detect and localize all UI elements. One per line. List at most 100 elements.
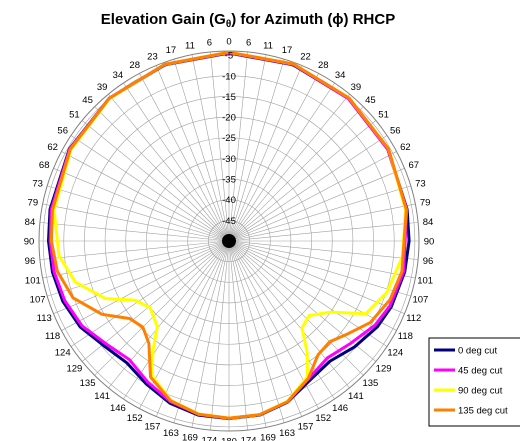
grid-spoke [228, 168, 405, 242]
angle-tick-label: 118 [45, 331, 60, 342]
grid-spoke [61, 151, 230, 242]
grid-ring [187, 199, 271, 283]
grid-ring [166, 178, 292, 304]
angle-tick-label: 56 [390, 125, 401, 136]
angle-tick-label: 84 [423, 217, 434, 228]
radial-tick-label: -10 [222, 71, 236, 82]
grid-ring [125, 137, 333, 345]
legend-label: 45 deg cut [458, 366, 503, 377]
radial-tick-label: -20 [222, 113, 236, 124]
grid-spoke [228, 185, 411, 242]
angle-tick-label: 163 [279, 428, 295, 439]
angle-tick-label: 45 [82, 95, 93, 106]
angle-tick-label: 152 [127, 413, 143, 424]
angle-tick-label: 124 [55, 348, 71, 359]
angle-tick-label: 157 [145, 421, 161, 432]
angle-tick-label: 174 [201, 436, 217, 441]
grid-spoke [123, 82, 230, 242]
angle-tick-label: 73 [32, 178, 43, 189]
angle-tick-label: 56 [57, 125, 68, 136]
angle-tick-label: 17 [282, 45, 293, 56]
angle-tick-label: 84 [25, 217, 36, 228]
chart-title: Elevation Gain (Gθ) for Azimuth (ϕ) RHCP [101, 11, 395, 30]
angle-tick-label: 68 [39, 160, 50, 171]
series-lines [47, 50, 411, 421]
grid-spoke [228, 93, 350, 242]
angle-tick-label: 67 [408, 160, 419, 171]
grid-ring [63, 75, 395, 407]
angle-tick-label: 107 [412, 295, 428, 306]
angle-tick-label: 45 [365, 95, 376, 106]
legend-items: 0 deg cut 45 deg cut 90 deg cut 135 deg cut [434, 346, 508, 417]
angle-tick-label: 90 [24, 237, 35, 248]
angle-tick-label: 39 [97, 82, 108, 93]
grid-spoke [228, 240, 364, 376]
grid-outer-ring [38, 50, 420, 432]
grid-spoke [228, 73, 319, 242]
angle-tick-label: 129 [376, 363, 392, 374]
angle-tick-label: 129 [66, 363, 82, 374]
grid-spoke [139, 73, 230, 242]
angle-tick-label: 141 [94, 391, 110, 402]
grid-spoke [228, 240, 302, 417]
grid-spoke [228, 106, 364, 242]
angle-tick-label: 0 [226, 37, 231, 48]
grid-spoke [228, 222, 419, 242]
angle-tick-label: 11 [185, 40, 195, 51]
grid-spoke [228, 135, 388, 242]
series-line [49, 50, 408, 420]
grid-spoke [173, 59, 230, 242]
angle-tick-label: 6 [207, 37, 212, 48]
grid-spoke [228, 54, 267, 242]
angle-tick-label: 174 [241, 436, 257, 441]
grid-spoke [228, 151, 397, 242]
angle-tick-label: 124 [387, 348, 403, 359]
angle-tick-label: 112 [406, 313, 421, 324]
angle-tick-label: 6 [246, 37, 251, 48]
radial-tick-label: -5 [225, 51, 233, 62]
angle-tick-label: 101 [25, 276, 41, 287]
angle-tick-label: 146 [110, 403, 126, 414]
grid-spoke [61, 240, 230, 331]
angle-tick-label: 11 [263, 40, 273, 51]
grid-spoke [228, 59, 285, 242]
grid-spoke [228, 240, 285, 423]
grid-center-hub [222, 234, 236, 248]
chart-title-subscript: θ [226, 19, 231, 30]
grid-spoke [228, 240, 411, 297]
angle-tick-label: 17 [166, 45, 177, 56]
chart-title-start: Elevation Gain (G [101, 11, 226, 28]
angle-tick-label: 62 [400, 142, 411, 153]
grid-spoke [53, 168, 230, 242]
grid-spoke [81, 240, 230, 362]
legend-label: 90 deg cut [458, 386, 503, 397]
angle-tick-label: 157 [298, 421, 314, 432]
radial-tick-label: -35 [222, 175, 236, 186]
grid-ring [104, 116, 354, 366]
radial-tick-label: -40 [222, 195, 236, 206]
grid-spoke [228, 51, 248, 242]
grid-ring [208, 220, 250, 262]
angle-tick-labels: 0 6 11 172228343945515662677379849096101107… [24, 37, 435, 441]
angle-tick-label: 62 [47, 142, 58, 153]
angle-tick-label: 146 [332, 403, 348, 414]
grid-spoke [228, 240, 350, 389]
angle-tick-label: 180 [221, 437, 237, 441]
angle-tick-label: 118 [398, 331, 413, 342]
grid-spoke [94, 106, 230, 242]
grid-spoke [228, 240, 419, 260]
angle-tick-label: 23 [147, 52, 158, 63]
grid-spoke [53, 240, 230, 314]
angle-tick-label: 28 [318, 60, 329, 71]
angle-tick-label: 101 [417, 276, 433, 287]
angle-tick-label: 169 [260, 433, 276, 441]
legend-label: 0 deg cut [458, 346, 497, 357]
grid-ring [42, 54, 416, 428]
angle-tick-label: 141 [348, 391, 364, 402]
angle-tick-label: 107 [30, 295, 46, 306]
grid-spoke [210, 240, 230, 431]
angle-tick-label: 113 [37, 313, 52, 324]
angle-tick-label: 22 [300, 52, 311, 63]
angle-tick-label: 135 [362, 378, 378, 389]
radial-tick-labels: -5 -10 -15 -20 -25 -30 -35 -40 -45 -50 [222, 51, 236, 248]
